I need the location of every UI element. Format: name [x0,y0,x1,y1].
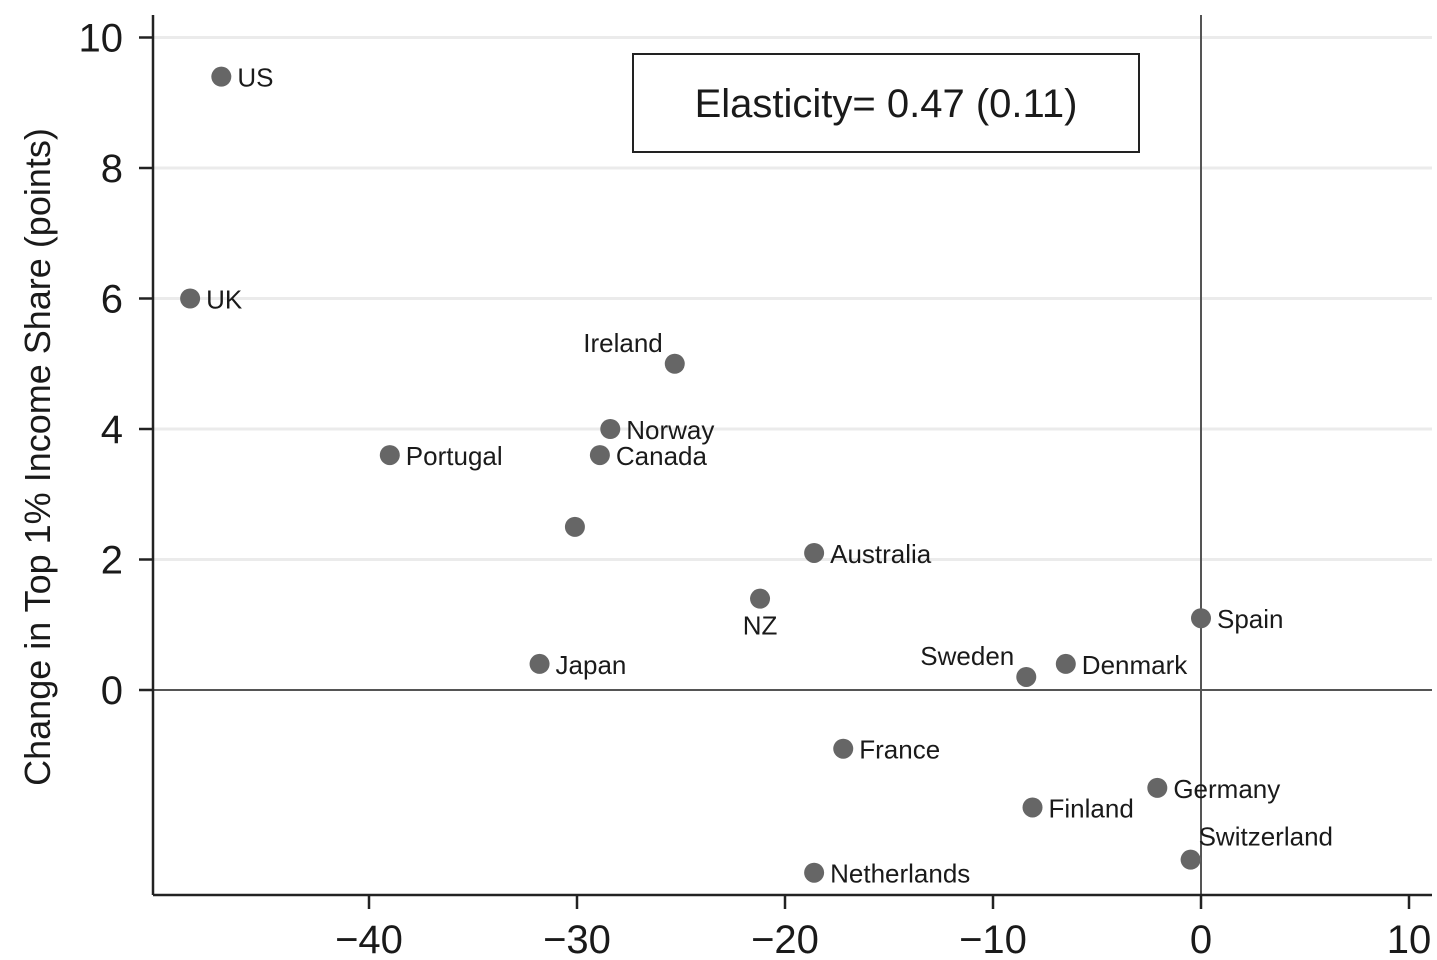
data-point [379,445,400,466]
point-label: Japan [556,650,627,680]
data-points [180,66,1211,883]
data-point [1022,797,1043,818]
annotation-box [632,53,1140,153]
annotation-text: Elasticity= 0.47 (0.11) [695,82,1078,126]
data-point [1055,653,1076,674]
point-label: US [237,63,273,93]
point-label: France [859,735,940,765]
x-tick-label: −30 [543,918,611,960]
data-point [804,862,825,883]
x-tick-label: −40 [335,918,403,960]
data-point [833,738,854,759]
point-label: Norway [626,415,714,445]
point-label: Portugal [406,441,503,471]
point-label: Switzerland [1199,822,1333,852]
data-point [564,516,585,537]
data-point [1191,608,1211,629]
point-label: Finland [1049,793,1134,823]
y-tick-label: 6 [101,278,123,322]
point-label: Ireland [583,328,663,358]
x-tick-label: −10 [959,918,1027,960]
point-label: UK [206,285,243,315]
y-tick-label: 10 [79,17,124,61]
reference-lines [153,15,1432,895]
y-axis-label: Change in Top 1% Income Share (points) [17,128,58,786]
data-point [180,288,201,309]
axes [139,15,1432,909]
data-point [750,588,771,609]
point-label: Netherlands [830,859,970,889]
data-point [664,353,685,374]
data-point [600,419,621,439]
data-point [1147,777,1168,798]
data-point [1016,666,1037,687]
y-tick-label: 8 [101,147,123,191]
point-label: Canada [616,441,708,471]
point-label: NZ [743,611,778,641]
data-point [1180,849,1201,870]
data-point [804,542,825,563]
tick-labels: 0 2 4 6 8 10 −40 −30 −20 −10 0 10 [79,17,1432,960]
elasticity-annotation: Elasticity= 0.47 (0.11) [632,53,1140,153]
y-tick-label: 2 [101,539,123,583]
data-point [529,653,550,674]
y-tick-label: 0 [101,669,123,713]
y-tick-label: 4 [101,408,123,452]
point-label: Germany [1173,774,1280,804]
point-label: Spain [1217,604,1284,634]
point-label: Australia [830,539,932,569]
x-tick-label: −20 [751,918,819,960]
point-label: Denmark [1082,650,1188,680]
data-point [211,66,232,87]
x-tick-label: 10 [1387,918,1432,960]
gridlines [153,36,1432,561]
point-label: Sweden [920,641,1014,671]
data-point [589,445,610,466]
x-tick-label: 0 [1190,918,1212,960]
